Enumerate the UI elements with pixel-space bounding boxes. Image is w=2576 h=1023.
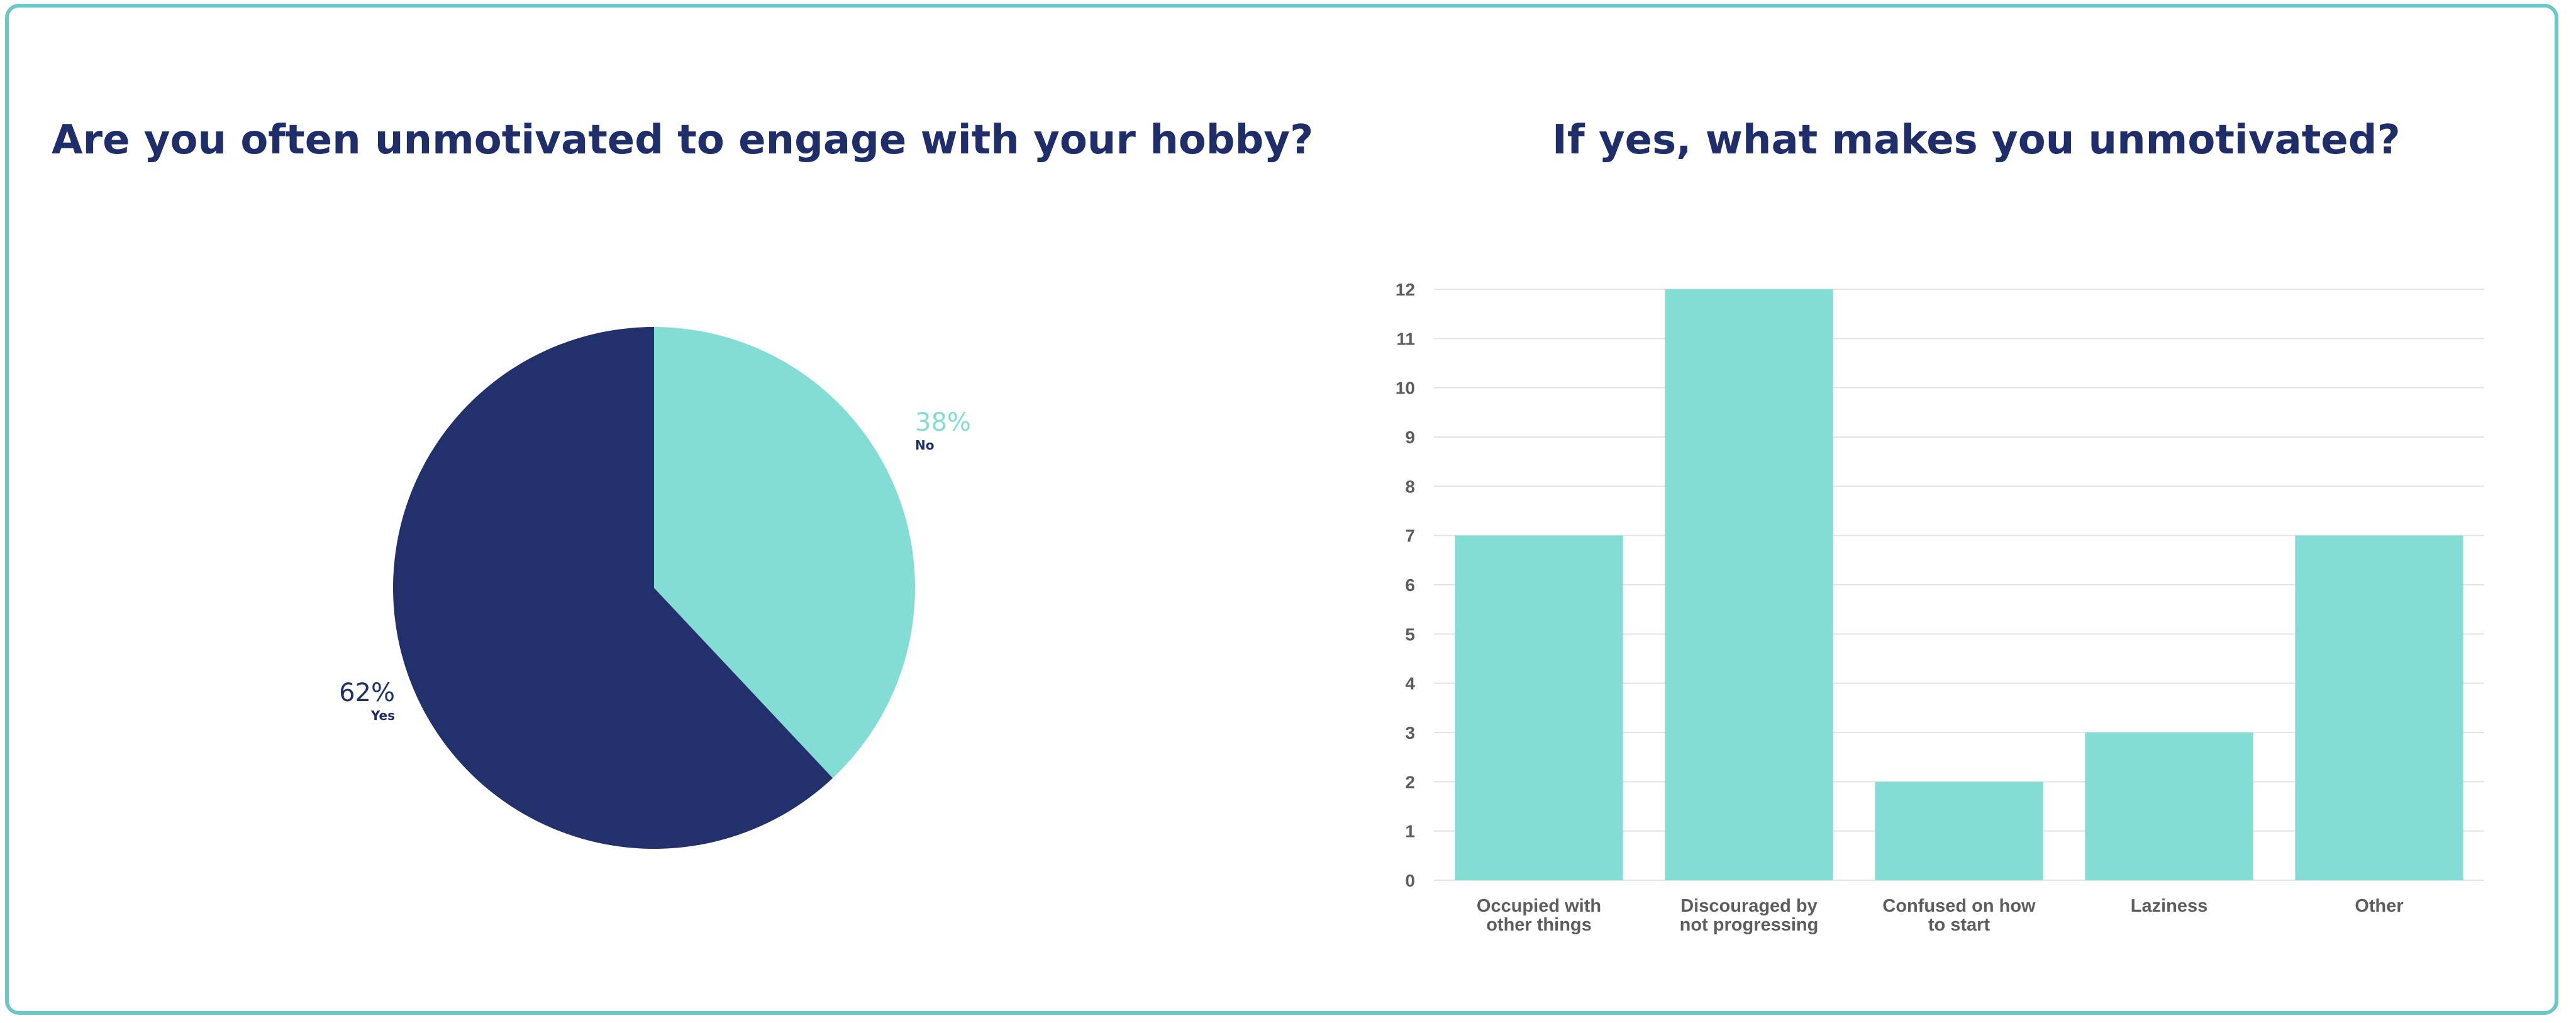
x-tick-label: Confused on how to start <box>1882 896 2036 935</box>
pie-slice-no <box>654 327 915 778</box>
y-tick-label: 4 <box>1405 674 1415 694</box>
y-tick-label: 10 <box>1396 379 1415 398</box>
pie-category-label-yes: Yes <box>370 708 395 723</box>
x-tick-label: Laziness <box>2131 896 2208 916</box>
x-tick-label: Occupied with other things <box>1477 896 1601 935</box>
bar-3 <box>1875 782 2043 880</box>
bar-5 <box>2295 535 2463 880</box>
y-tick-label: 6 <box>1405 575 1415 595</box>
pie-percent-label-yes: 62% <box>339 678 395 707</box>
bar-2 <box>1665 289 1833 880</box>
bar-4 <box>2085 733 2253 880</box>
pie-chart: 38%No 62%Yes <box>339 327 971 849</box>
y-tick-label: 5 <box>1405 624 1415 644</box>
y-tick-label: 2 <box>1405 772 1415 792</box>
pie-slice-yes <box>393 327 833 849</box>
pie-category-label-no: No <box>915 438 934 453</box>
x-tick-label: Other <box>2355 896 2403 916</box>
bar-chart-title: If yes, what makes you unmotivated? <box>1552 117 2401 163</box>
y-tick-label: 12 <box>1396 280 1415 299</box>
pie-chart-title: Are you often unmotivated to engage with… <box>52 117 1314 163</box>
y-tick-label: 11 <box>1396 329 1415 348</box>
bar-1 <box>1455 535 1623 880</box>
y-tick-label: 9 <box>1405 428 1415 447</box>
x-tick-label: Discouraged by not progressing <box>1680 896 1819 935</box>
y-tick-label: 0 <box>1405 871 1415 890</box>
pie-percent-label-no: 38% <box>915 408 971 437</box>
y-tick-label: 3 <box>1405 723 1415 743</box>
y-tick-label: 8 <box>1405 477 1415 496</box>
y-tick-label: 1 <box>1405 822 1415 841</box>
y-tick-label: 7 <box>1405 526 1415 546</box>
